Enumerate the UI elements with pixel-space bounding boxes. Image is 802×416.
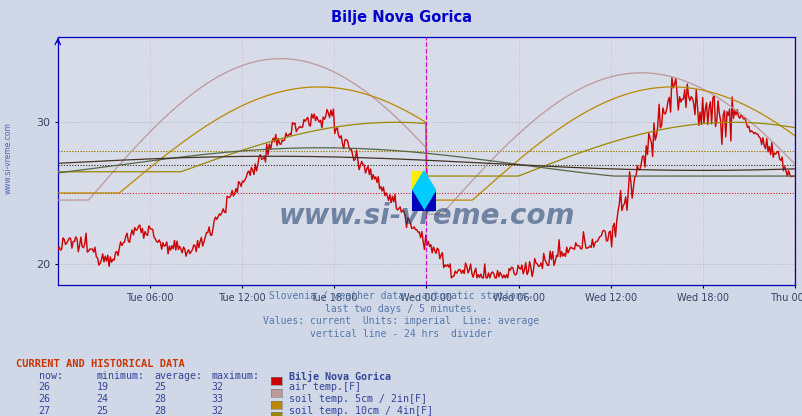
Text: 19: 19: [96, 382, 108, 392]
Text: average:: average:: [154, 371, 202, 381]
Polygon shape: [411, 171, 435, 210]
Text: 25: 25: [154, 382, 166, 392]
Text: maximum:: maximum:: [211, 371, 259, 381]
Text: Slovenia / weather data - automatic stations.: Slovenia / weather data - automatic stat…: [269, 291, 533, 301]
Text: CURRENT AND HISTORICAL DATA: CURRENT AND HISTORICAL DATA: [16, 359, 184, 369]
Text: vertical line - 24 hrs  divider: vertical line - 24 hrs divider: [310, 329, 492, 339]
Text: www.si-vreme.com: www.si-vreme.com: [3, 122, 13, 194]
Text: 28: 28: [154, 394, 166, 404]
Text: 27: 27: [38, 406, 51, 416]
Text: last two days / 5 minutes.: last two days / 5 minutes.: [325, 304, 477, 314]
Polygon shape: [423, 191, 435, 210]
Text: 33: 33: [211, 394, 223, 404]
Text: Values: current  Units: imperial  Line: average: Values: current Units: imperial Line: av…: [263, 316, 539, 326]
Text: www.si-vreme.com: www.si-vreme.com: [277, 202, 574, 230]
Text: soil temp. 10cm / 4in[F]: soil temp. 10cm / 4in[F]: [289, 406, 432, 416]
Text: 32: 32: [211, 382, 223, 392]
Text: 26: 26: [38, 394, 51, 404]
Text: air temp.[F]: air temp.[F]: [289, 382, 361, 392]
Text: 28: 28: [154, 406, 166, 416]
Polygon shape: [411, 191, 423, 210]
Polygon shape: [411, 171, 423, 191]
Text: 26: 26: [38, 382, 51, 392]
Text: now:: now:: [38, 371, 63, 381]
Text: minimum:: minimum:: [96, 371, 144, 381]
Text: 32: 32: [211, 406, 223, 416]
Text: Bilje Nova Gorica: Bilje Nova Gorica: [330, 10, 472, 25]
Text: 25: 25: [96, 406, 108, 416]
Text: Bilje Nova Gorica: Bilje Nova Gorica: [289, 371, 391, 382]
Text: 24: 24: [96, 394, 108, 404]
Text: soil temp. 5cm / 2in[F]: soil temp. 5cm / 2in[F]: [289, 394, 427, 404]
